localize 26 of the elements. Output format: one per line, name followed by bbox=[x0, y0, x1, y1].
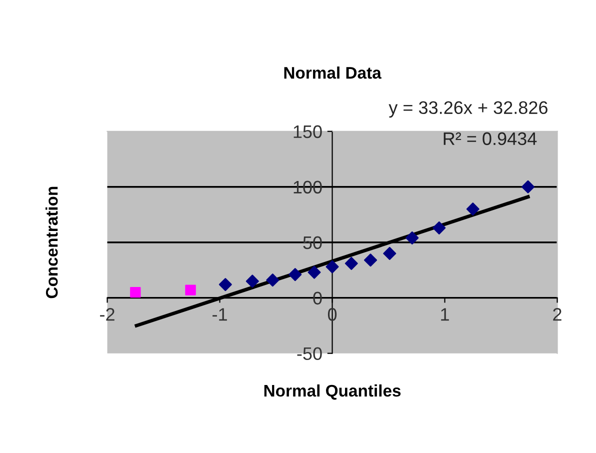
annotation: R² = 0.9434 bbox=[444, 132, 537, 146]
point bbox=[344, 256, 358, 270]
point bbox=[406, 231, 419, 244]
point bbox=[130, 286, 141, 298]
chart-title: Normal Data bbox=[284, 66, 382, 79]
y-tick-label: 150 bbox=[294, 125, 322, 138]
point bbox=[308, 266, 321, 279]
point bbox=[383, 246, 396, 260]
point bbox=[522, 180, 535, 194]
point bbox=[432, 221, 446, 234]
text: y = 33.26x + 32.826 bbox=[388, 101, 548, 118]
y-axis-title: Concentration bbox=[46, 186, 58, 298]
point bbox=[364, 254, 378, 267]
x-tick-label: 1 bbox=[441, 308, 449, 321]
point bbox=[185, 284, 196, 296]
x-tick-label: -1 bbox=[212, 308, 227, 321]
point bbox=[266, 274, 280, 287]
x-tick-label: 2 bbox=[553, 308, 562, 321]
x-axis-title: Normal Quantiles bbox=[264, 384, 401, 400]
y-tick-label: -50 bbox=[297, 347, 322, 360]
point bbox=[218, 278, 232, 292]
point bbox=[246, 274, 259, 288]
point bbox=[288, 268, 302, 282]
point bbox=[466, 202, 480, 216]
x-tick-label: -2 bbox=[100, 308, 114, 321]
point bbox=[326, 260, 339, 274]
